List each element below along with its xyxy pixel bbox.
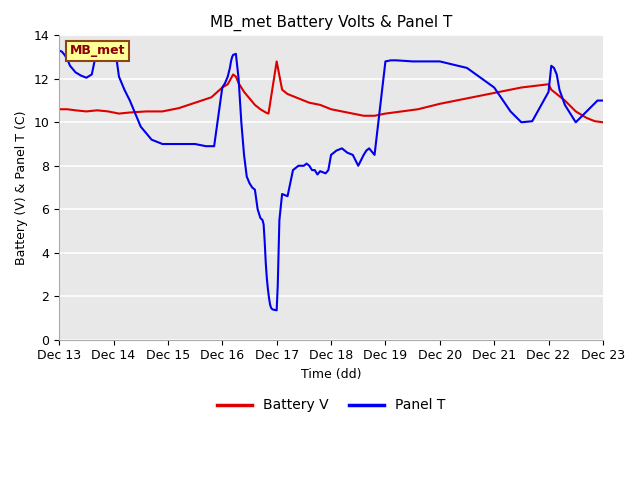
Legend: Battery V, Panel T: Battery V, Panel T bbox=[211, 393, 451, 418]
Y-axis label: Battery (V) & Panel T (C): Battery (V) & Panel T (C) bbox=[15, 110, 28, 265]
Text: MB_met: MB_met bbox=[70, 45, 125, 58]
Title: MB_met Battery Volts & Panel T: MB_met Battery Volts & Panel T bbox=[210, 15, 452, 31]
X-axis label: Time (dd): Time (dd) bbox=[301, 368, 362, 381]
